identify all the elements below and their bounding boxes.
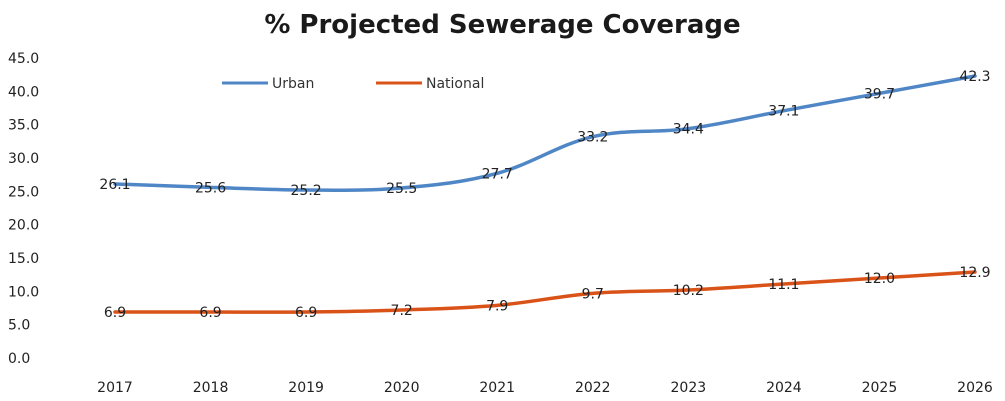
- y-tick-label: 35.0: [8, 118, 39, 134]
- x-tick-label: 2024: [766, 380, 802, 396]
- data-label-urban: 25.2: [291, 183, 322, 199]
- y-tick-label: 45.0: [8, 51, 39, 67]
- chart-title: % Projected Sewerage Coverage: [264, 10, 741, 40]
- x-tick-label: 2025: [862, 380, 898, 396]
- y-tick-label: 20.0: [8, 218, 39, 234]
- x-axis: 2017 2018 2019 2020 2021 2022 2023 2024 2025 2026: [97, 380, 993, 396]
- data-label-urban: 25.6: [195, 180, 226, 196]
- x-tick-label: 2021: [479, 380, 515, 396]
- data-label-national: 12.0: [864, 271, 895, 287]
- data-label-urban: 25.5: [386, 181, 417, 197]
- series-line-urban: [113, 74, 977, 192]
- legend: Urban National: [222, 76, 484, 92]
- y-tick-label: 30.0: [8, 151, 39, 167]
- y-tick-label: 25.0: [8, 184, 39, 200]
- data-label-national: 6.9: [104, 305, 126, 321]
- x-tick-label: 2022: [575, 380, 611, 396]
- data-label-national: 7.2: [391, 303, 413, 319]
- data-labels: 26.1 25.6 25.2 25.5 27.7 33.2 34.4 37.1 39.7 42.3…: [99, 69, 990, 321]
- y-axis: 0.0 5.0 10.0 15.0 20.0 25.0 30.0 35.0 40.0 45.0: [8, 51, 39, 367]
- legend-label-national: National: [426, 76, 484, 92]
- y-tick-label: 15.0: [8, 251, 39, 267]
- data-label-national: 6.9: [199, 305, 221, 321]
- series-layer: [113, 74, 977, 314]
- data-label-national: 11.1: [768, 277, 799, 293]
- data-label-urban: 34.4: [673, 122, 704, 138]
- data-label-urban: 26.1: [99, 177, 130, 193]
- x-tick-label: 2018: [193, 380, 229, 396]
- x-tick-label: 2017: [97, 380, 133, 396]
- data-label-national: 6.9: [295, 305, 317, 321]
- y-tick-label: 5.0: [8, 318, 30, 334]
- data-label-urban: 39.7: [864, 86, 895, 102]
- x-tick-label: 2023: [671, 380, 707, 396]
- x-tick-label: 2026: [957, 380, 993, 396]
- data-label-urban: 42.3: [959, 69, 990, 85]
- data-label-urban: 33.2: [577, 130, 608, 146]
- y-tick-label: 0.0: [8, 351, 30, 367]
- data-label-national: 7.9: [486, 298, 508, 314]
- legend-label-urban: Urban: [272, 76, 314, 92]
- data-label-urban: 37.1: [768, 104, 799, 120]
- data-label-national: 12.9: [959, 265, 990, 281]
- data-label-national: 10.2: [673, 283, 704, 299]
- y-tick-label: 40.0: [8, 84, 39, 100]
- x-tick-label: 2020: [384, 380, 420, 396]
- y-tick-label: 10.0: [8, 284, 39, 300]
- series-line-national: [113, 270, 977, 314]
- data-label-national: 9.7: [582, 286, 604, 302]
- data-label-urban: 27.7: [482, 166, 513, 182]
- x-tick-label: 2019: [288, 380, 324, 396]
